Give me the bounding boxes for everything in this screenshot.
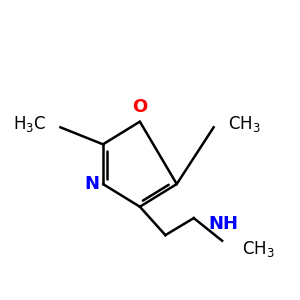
Text: N: N xyxy=(84,175,99,193)
Text: NH: NH xyxy=(208,215,238,233)
Text: $\mathsf{H_3C}$: $\mathsf{H_3C}$ xyxy=(13,115,46,134)
Text: O: O xyxy=(132,98,148,116)
Text: $\mathsf{CH_3}$: $\mathsf{CH_3}$ xyxy=(228,115,261,134)
Text: $\mathsf{CH_3}$: $\mathsf{CH_3}$ xyxy=(242,239,275,259)
